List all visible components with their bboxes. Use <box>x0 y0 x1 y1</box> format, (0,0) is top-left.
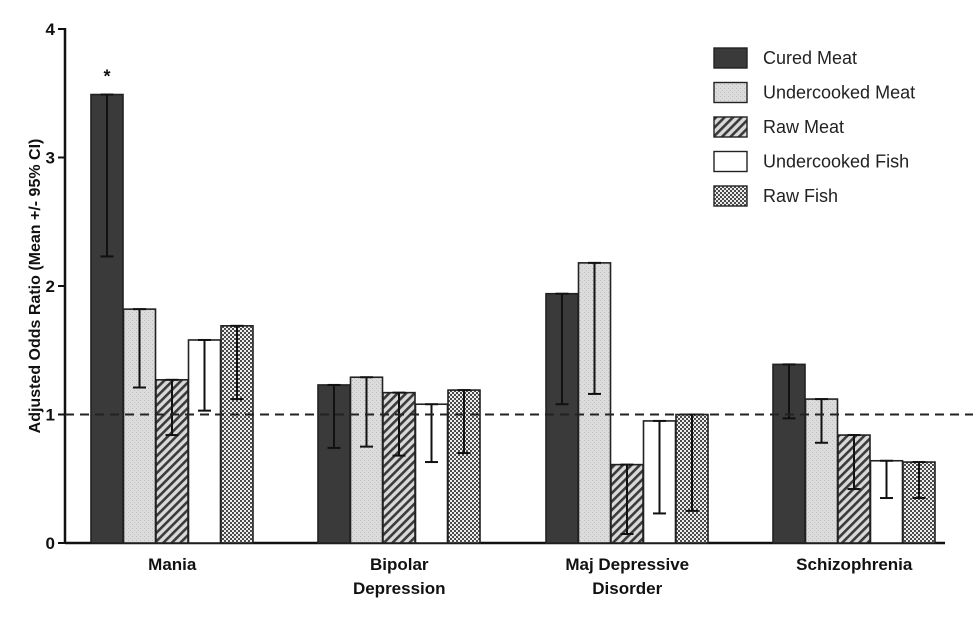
y-tick-label: 2 <box>46 277 55 296</box>
error-bar <box>620 463 634 536</box>
category-label: Bipolar <box>370 555 429 574</box>
legend-label: Cured Meat <box>763 48 857 68</box>
bar-raw-fish <box>902 461 936 544</box>
error-bar <box>165 378 179 437</box>
error-bar <box>847 434 861 491</box>
error-bar <box>392 391 406 457</box>
error-bar <box>327 383 341 449</box>
legend-swatch <box>713 116 748 138</box>
error-bar <box>588 261 601 395</box>
legend-label: Undercooked Fish <box>763 152 909 172</box>
category-label: Disorder <box>592 579 662 598</box>
error-bar <box>457 389 471 455</box>
plot-area: 0 1 2 3 4 * Mania Bipolar Depression Maj Depressi… <box>46 20 973 598</box>
category-label: Mania <box>148 555 197 574</box>
error-bar <box>782 363 796 420</box>
legend-label: Raw Fish <box>763 186 838 206</box>
significance-marker: * <box>103 67 110 87</box>
legend-label: Raw Meat <box>763 117 844 137</box>
error-bar <box>198 338 211 412</box>
legend-swatch <box>713 150 748 173</box>
category-label: Depression <box>353 579 446 598</box>
y-axis-title: Adjusted Odds Ratio (Mean +/- 95% CI) <box>27 139 44 434</box>
y-tick-label: 0 <box>46 534 55 553</box>
y-tick-label: 4 <box>46 20 56 39</box>
error-bar <box>653 419 666 515</box>
legend-swatch <box>713 81 748 104</box>
error-bar <box>133 308 146 389</box>
legend: Cured Meat Undercooked Meat Raw Meat Underc… <box>713 47 915 207</box>
legend-swatch <box>713 47 748 69</box>
legend-swatch <box>713 185 748 207</box>
error-bar <box>815 398 828 444</box>
error-bar <box>100 93 114 258</box>
error-bar <box>880 459 893 500</box>
error-bar <box>912 461 926 500</box>
error-bar <box>555 292 569 406</box>
y-tick-label: 1 <box>46 406 55 425</box>
error-bar <box>360 376 373 448</box>
error-bar <box>230 324 244 401</box>
legend-label: Undercooked Meat <box>763 83 915 103</box>
category-label: Schizophrenia <box>796 555 913 574</box>
y-tick-label: 3 <box>46 149 55 168</box>
category-label: Maj Depressive <box>565 555 689 574</box>
